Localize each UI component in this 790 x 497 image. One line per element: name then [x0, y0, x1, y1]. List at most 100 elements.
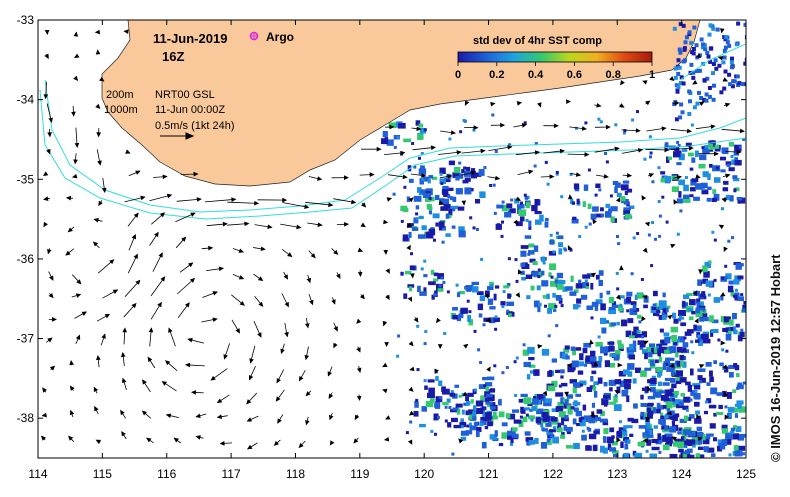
sst-pixel: [556, 232, 559, 235]
vector-scale-label: 0.5m/s (1kt 24h): [155, 120, 234, 132]
x-tick-label: 123: [607, 467, 627, 481]
sst-pixel: [708, 86, 712, 90]
sst-pixel: [705, 262, 710, 266]
sst-pixel: [613, 181, 618, 185]
sst-pixel: [396, 355, 399, 358]
sst-pixel: [572, 361, 579, 368]
sst-pixel: [524, 397, 532, 404]
sst-pixel: [506, 310, 509, 313]
sst-pixel: [594, 391, 597, 398]
sst-pixel: [648, 234, 651, 237]
sst-pixel: [526, 219, 529, 222]
sst-pixel: [705, 51, 709, 55]
sst-pixel: [532, 398, 539, 405]
sst-pixel: [673, 27, 677, 31]
sst-pixel: [603, 437, 606, 440]
sst-pixel: [623, 129, 626, 132]
sst-pixel: [464, 187, 471, 194]
product-label: NRT00 GSL: [155, 89, 215, 101]
sst-pixel: [467, 300, 470, 303]
x-tick-label: 117: [222, 467, 241, 481]
colorbar-tick-label: 0.6: [567, 69, 582, 81]
sst-pixel: [704, 446, 709, 452]
sst-pixel: [610, 206, 617, 211]
sst-pixel: [456, 284, 459, 287]
sst-pixel: [578, 371, 583, 375]
sst-pixel: [567, 394, 573, 398]
sst-pixel: [683, 198, 691, 203]
product-time-label: 11-Jun 00:00Z: [155, 104, 225, 116]
sst-pixel: [580, 384, 583, 387]
sst-pixel: [681, 317, 684, 320]
sst-pixel: [468, 393, 474, 397]
sst-pixel: [482, 377, 487, 380]
sst-pixel: [600, 318, 606, 324]
sst-pixel: [573, 304, 578, 309]
sst-pixel: [544, 305, 547, 308]
sst-pixel: [547, 308, 552, 314]
sst-pixel: [558, 248, 562, 254]
sst-pixel: [588, 169, 591, 172]
sst-pixel: [409, 232, 412, 238]
sst-pixel: [586, 283, 589, 286]
sst-pixel: [419, 424, 426, 427]
sst-pixel: [731, 79, 735, 83]
sst-pixel: [710, 423, 716, 428]
sst-pixel: [709, 371, 713, 377]
sst-pixel: [568, 409, 573, 415]
sst-pixel: [659, 357, 662, 363]
sst-pixel: [458, 162, 461, 165]
sst-pixel: [415, 399, 418, 402]
sst-pixel: [675, 352, 679, 357]
sst-pixel: [703, 78, 707, 82]
sst-pixel: [628, 418, 634, 422]
sst-pixel: [708, 294, 711, 297]
sst-pixel: [411, 142, 414, 145]
sst-pixel: [695, 411, 700, 415]
sst-pixel: [674, 319, 679, 324]
sst-pixel: [601, 214, 605, 217]
sst-pixel: [680, 322, 686, 326]
sst-pixel: [499, 412, 505, 418]
sst-pixel: [669, 398, 672, 401]
sst-pixel: [525, 235, 532, 239]
sst-pixel: [719, 363, 724, 367]
sst-pixel: [443, 332, 446, 335]
sst-pixel: [668, 157, 672, 160]
sst-pixel: [714, 297, 721, 303]
sst-pixel: [709, 23, 713, 27]
sst-pixel: [681, 436, 684, 440]
sst-pixel: [593, 431, 599, 434]
sst-pixel: [711, 71, 715, 75]
sst-pixel: [609, 297, 614, 303]
sst-pixel: [527, 347, 535, 354]
sst-pixel: [709, 47, 713, 51]
sst-pixel: [531, 286, 535, 291]
sst-pixel: [555, 324, 558, 327]
sst-pixel: [714, 239, 717, 242]
sst-pixel: [543, 262, 546, 265]
sst-pixel: [515, 258, 518, 261]
sst-pixel: [557, 284, 564, 290]
sst-pixel: [537, 394, 544, 399]
sst-pixel: [555, 392, 563, 396]
sst-pixel: [476, 431, 480, 437]
sst-pixel: [682, 149, 687, 152]
contour-200m-label: 200m: [106, 89, 134, 101]
sst-pixel: [579, 361, 585, 366]
sst-pixel: [422, 225, 427, 230]
sst-pixel: [403, 139, 411, 143]
sst-pixel: [410, 252, 413, 255]
sst-pixel: [556, 295, 562, 301]
sst-pixel: [681, 393, 686, 397]
sst-pixel: [626, 395, 629, 402]
sst-pixel: [583, 405, 587, 411]
sst-pixel: [702, 149, 710, 154]
sst-pixel: [600, 419, 608, 423]
sst-pixel: [440, 182, 443, 185]
sst-pixel: [731, 155, 734, 158]
sst-pixel: [703, 47, 707, 51]
sst-pixel: [600, 207, 604, 211]
sst-pixel: [689, 63, 693, 67]
sst-pixel: [447, 194, 450, 198]
